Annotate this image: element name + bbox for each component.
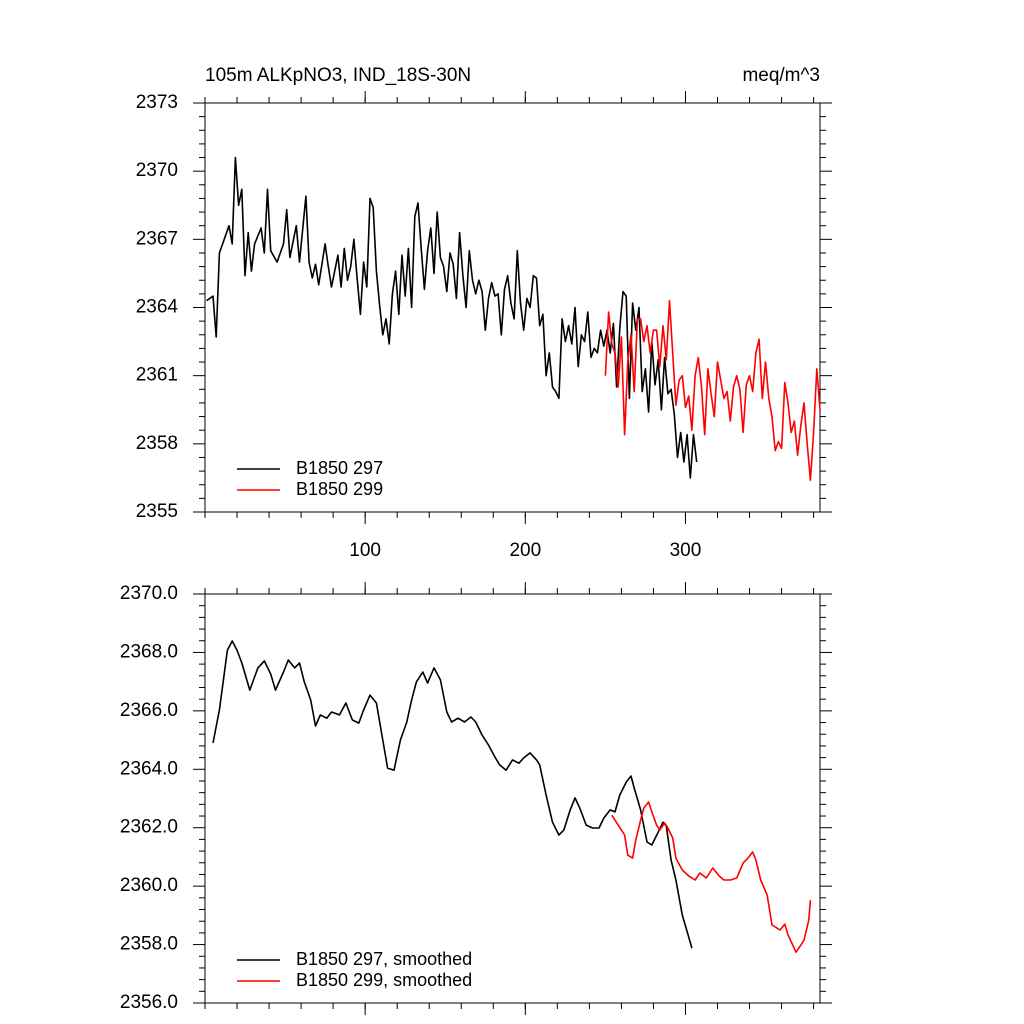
legend-label: B1850 297, smoothed [296,949,472,969]
series-line [604,299,821,481]
y-tick-label: 2370.0 [120,583,178,604]
y-tick-label: 2364 [136,297,179,318]
y-tick-label: 2356.0 [120,992,178,1013]
x-tick-label: 300 [670,540,702,561]
units-label: meq/m^3 [742,65,820,86]
y-tick-label: 2364.0 [120,758,178,779]
plot-frame [204,593,821,1004]
y-tick-label: 2358 [136,433,178,454]
y-tick-label: 2373 [136,92,178,113]
y-tick-label: 2366.0 [120,700,178,721]
y-tick-label: 2355 [136,501,178,522]
x-tick-label: 100 [349,540,381,561]
x-tick-label: 200 [509,540,541,561]
y-tick-label: 2361 [136,365,178,386]
y-tick-label: 2368.0 [120,641,178,662]
legend-label: B1850 299, smoothed [296,970,472,990]
y-tick-label: 2358.0 [120,934,178,955]
y-tick-label: 2360.0 [120,875,178,896]
series-line [212,640,693,949]
series-line [611,801,812,953]
legend-label: B1850 297 [296,458,383,478]
chart-title: 105m ALKpNO3, IND_18S-30N [205,65,471,86]
y-tick-label: 2370 [136,160,178,181]
series-line [206,156,698,479]
y-tick-label: 2367 [136,228,178,249]
y-tick-label: 2362.0 [120,817,178,838]
legend-label: B1850 299 [296,479,383,499]
